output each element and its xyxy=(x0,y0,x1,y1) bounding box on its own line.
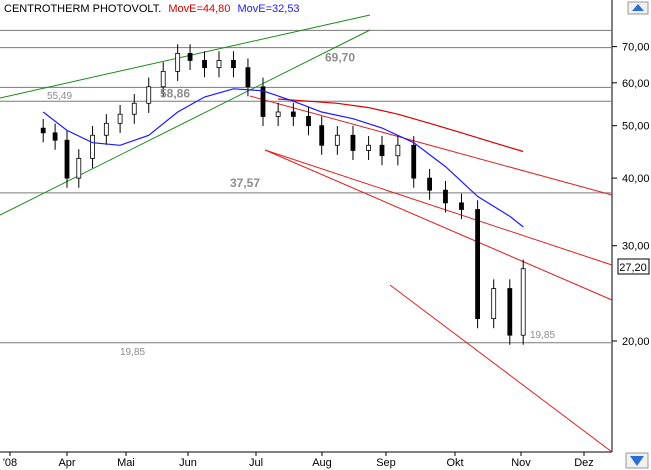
candle-body-20 xyxy=(319,125,325,146)
candle-body-32 xyxy=(507,288,513,336)
candle-body-27 xyxy=(427,177,433,191)
title-move-fast: MovE=32,53 xyxy=(237,3,299,15)
candle-body-6 xyxy=(117,113,123,124)
last-price-box xyxy=(617,258,650,275)
level-label-3: 37,57 xyxy=(230,176,260,190)
candle-body-19 xyxy=(306,116,311,127)
candle-body-0 xyxy=(40,127,46,134)
candle-body-2 xyxy=(64,139,70,179)
candle-body-8 xyxy=(146,86,152,104)
candle-body-1 xyxy=(52,132,58,141)
x-tick-label-8: Nov xyxy=(511,457,531,469)
candle-body-4 xyxy=(90,134,95,159)
trend-line-5 xyxy=(389,284,613,453)
candle-body-28 xyxy=(443,189,448,204)
trend-channels xyxy=(0,14,613,453)
scroll-up-icon[interactable] xyxy=(627,1,649,15)
x-tick-label-9: Dez xyxy=(574,457,594,469)
candle-body-21 xyxy=(334,134,340,146)
candle-body-11 xyxy=(187,53,193,61)
trend-line-4 xyxy=(264,149,613,301)
title-move-slow: MovE=44,80 xyxy=(168,3,230,15)
candle-body-3 xyxy=(76,158,82,179)
candle-body-5 xyxy=(103,122,109,136)
ma-line-1 xyxy=(278,98,524,153)
level-label-4: 19,85 xyxy=(120,347,145,358)
candle-body-26 xyxy=(411,144,417,179)
price-candles xyxy=(40,44,526,345)
candle-body-22 xyxy=(350,134,356,151)
y-tick-label-2: 40,00 xyxy=(622,173,650,185)
candle-body-33 xyxy=(520,268,526,336)
candle-body-30 xyxy=(475,209,481,320)
trend-line-1 xyxy=(0,29,371,216)
candle-body-9 xyxy=(160,70,166,88)
level-labels: 69,70 58,86 55,49 37,57 19,85 19,85 xyxy=(47,51,555,358)
x-tick-label-2: Mai xyxy=(117,457,135,469)
candle-body-23 xyxy=(366,144,372,151)
candle-body-7 xyxy=(131,102,137,115)
y-tick-label-0: 20,00 xyxy=(622,336,650,348)
candle-body-18 xyxy=(290,111,296,117)
y-tick-label-4: 60,00 xyxy=(622,78,650,90)
title-stock: CENTROTHERM PHOTOVOLT. xyxy=(4,3,161,15)
level-label-2: 55,49 xyxy=(47,91,72,102)
y-tick-label-1: 30,00 xyxy=(622,241,650,253)
level-label-1: 58,86 xyxy=(160,86,190,100)
level-label-0: 69,70 xyxy=(325,51,355,65)
trend-line-0 xyxy=(0,14,371,99)
candle-body-15 xyxy=(245,67,251,88)
x-tick-label-0: '08 xyxy=(3,457,17,469)
candle-body-25 xyxy=(395,144,401,157)
trend-line-2 xyxy=(249,95,613,196)
y-tick-label-5: 70,00 xyxy=(622,42,650,54)
x-tick-label-1: Apr xyxy=(58,457,75,469)
candle-body-29 xyxy=(459,202,464,210)
ma-line-2 xyxy=(42,88,524,228)
x-tick-label-4: Jul xyxy=(249,457,263,469)
last-price-value: 27,20 xyxy=(619,262,647,274)
candle-body-13 xyxy=(216,60,222,69)
chart-title: CENTROTHERM PHOTOVOLT. MovE=44,80 MovE=3… xyxy=(4,3,300,15)
candle-body-16 xyxy=(260,86,266,117)
candle-body-14 xyxy=(231,60,236,69)
x-tick-label-7: Okt xyxy=(446,457,463,469)
candle-body-12 xyxy=(202,60,207,69)
trend-line-3 xyxy=(264,149,613,266)
x-tick-label-5: Aug xyxy=(312,457,332,469)
candle-body-10 xyxy=(175,53,181,72)
scroll-down-icon[interactable] xyxy=(625,452,649,469)
y-axis-ticks: 20,00 30,00 40,00 50,00 60,00 70,00 xyxy=(612,42,650,348)
x-tick-label-3: Jun xyxy=(179,457,197,469)
level-label-5: 19,85 xyxy=(530,330,555,341)
y-tick-label-3: 50,00 xyxy=(622,121,650,133)
x-tick-label-6: Sep xyxy=(376,457,396,469)
moving-averages xyxy=(42,88,524,228)
x-axis-ticks: '08 Apr Mai Jun Jul Aug Sep Okt Nov Dez xyxy=(3,452,594,469)
candle-body-31 xyxy=(491,288,497,320)
candle-body-24 xyxy=(379,144,385,157)
candle-body-17 xyxy=(275,111,281,117)
